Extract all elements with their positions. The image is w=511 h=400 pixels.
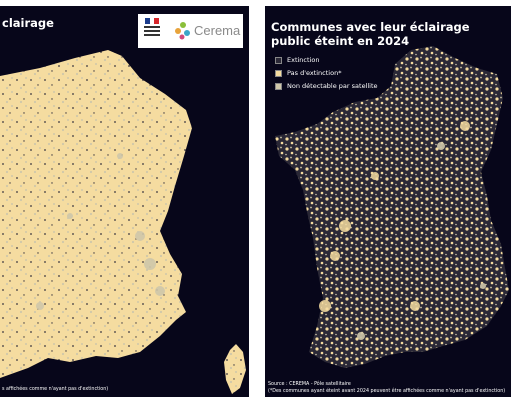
legend-item: Pas d'extinction* bbox=[275, 67, 378, 79]
left-map-panel: clairage Cerema s affichées comme n'ayan… bbox=[0, 6, 249, 397]
legend-swatch-non-detectable bbox=[275, 82, 282, 90]
right-footnote: (*Des communes ayant éteint avant 2024 p… bbox=[268, 388, 506, 394]
legend-label: Extinction bbox=[287, 56, 320, 64]
france-map-2024 bbox=[275, 46, 509, 368]
legend-swatch-extinction bbox=[275, 56, 282, 64]
legend-item: Extinction bbox=[275, 54, 378, 66]
republique-francaise-logo bbox=[142, 18, 162, 44]
left-footnote: s affichées comme n'ayant pas d'extincti… bbox=[2, 386, 109, 392]
corsica-left bbox=[224, 344, 246, 394]
right-map-title-line-1: Communes avec leur éclairage bbox=[271, 20, 470, 34]
right-map-panel: Communes avec leur éclairage public étei… bbox=[265, 6, 511, 397]
right-map-title-line-2: public éteint en 2024 bbox=[271, 34, 410, 48]
france-map-before bbox=[0, 50, 246, 394]
map-legend: Extinction Pas d'extinction* Non détecta… bbox=[275, 54, 378, 93]
france-mainland-left bbox=[0, 50, 192, 378]
legend-label: Non détectable par satellite bbox=[287, 82, 378, 90]
logo-banner: Cerema bbox=[138, 14, 243, 48]
cerema-logo-icon bbox=[175, 22, 190, 40]
source-credit: Source : CEREMA - Pôle satellitaire bbox=[268, 382, 351, 387]
france-mainland-right bbox=[275, 46, 509, 368]
left-map-title: clairage bbox=[2, 16, 54, 30]
legend-swatch-pas-extinction bbox=[275, 69, 282, 77]
right-map-title: Communes avec leur éclairage public étei… bbox=[271, 20, 471, 48]
cerema-logo-text: Cerema bbox=[194, 23, 241, 38]
legend-item: Non détectable par satellite bbox=[275, 80, 378, 92]
legend-label: Pas d'extinction* bbox=[287, 69, 342, 77]
right-footer: Source : CEREMA - Pôle satellitaire (*De… bbox=[268, 382, 505, 395]
